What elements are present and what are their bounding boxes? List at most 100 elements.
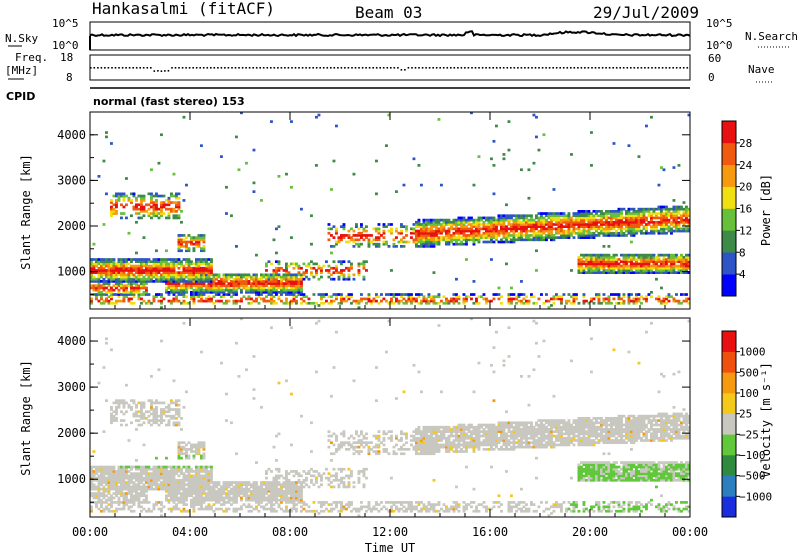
velocity-cell bbox=[130, 399, 133, 403]
power-cell bbox=[182, 266, 186, 270]
power-cell bbox=[252, 284, 256, 288]
velocity-cell bbox=[145, 487, 148, 491]
power-cell bbox=[417, 220, 421, 224]
power-cell bbox=[585, 236, 588, 239]
power-cell bbox=[225, 212, 228, 215]
freq-dot bbox=[305, 67, 307, 69]
velocity-cell bbox=[137, 505, 141, 509]
velocity-cell bbox=[110, 405, 113, 409]
power-cell bbox=[540, 214, 543, 218]
velocity-cell bbox=[177, 414, 181, 418]
velocity-cell bbox=[112, 410, 116, 414]
power-cell bbox=[122, 260, 126, 264]
velocity-cell bbox=[150, 509, 153, 513]
power-cell bbox=[102, 260, 106, 264]
power-cell bbox=[235, 286, 238, 290]
power-cell bbox=[352, 238, 356, 242]
power-cell bbox=[462, 301, 466, 305]
power-cell bbox=[630, 229, 633, 233]
power-cell bbox=[675, 223, 678, 226]
power-cell bbox=[285, 264, 288, 268]
power-cell bbox=[392, 293, 396, 296]
power-cell bbox=[485, 223, 488, 226]
power-cell bbox=[297, 280, 301, 283]
velocity-cell bbox=[110, 421, 113, 425]
power-cell bbox=[140, 199, 143, 202]
power-cell bbox=[540, 229, 543, 233]
velocity-cell bbox=[125, 467, 128, 471]
power-cell bbox=[377, 229, 381, 233]
power-cell bbox=[97, 271, 101, 274]
velocity-cell bbox=[152, 467, 156, 471]
power-cell bbox=[310, 214, 313, 218]
velocity-cell bbox=[182, 405, 186, 409]
power-cell bbox=[140, 277, 143, 281]
velocity-cell bbox=[177, 410, 181, 414]
power-cell bbox=[680, 255, 683, 259]
velocity-cell bbox=[112, 467, 116, 471]
power-cell bbox=[180, 262, 183, 266]
power-cell bbox=[385, 240, 388, 244]
power-cell bbox=[590, 225, 593, 229]
power-cell bbox=[367, 240, 371, 244]
power-cell bbox=[200, 266, 203, 270]
power-cell bbox=[185, 295, 188, 299]
power-cell bbox=[227, 277, 231, 281]
power-cell bbox=[310, 301, 313, 305]
power-cell bbox=[185, 262, 188, 266]
power-cell bbox=[195, 288, 198, 292]
power-cell bbox=[655, 220, 658, 224]
velocity-cell bbox=[167, 423, 171, 427]
velocity-cell bbox=[127, 439, 131, 442]
power-cell bbox=[627, 266, 631, 270]
power-cell bbox=[155, 266, 158, 270]
velocity-cell bbox=[150, 478, 153, 482]
power-cell bbox=[460, 231, 463, 235]
power-cell bbox=[622, 295, 626, 299]
freq-dot bbox=[453, 67, 456, 69]
power-cell bbox=[317, 113, 321, 117]
freq-dot bbox=[322, 67, 325, 69]
power-cell bbox=[657, 183, 661, 187]
velocity-cell bbox=[222, 489, 226, 493]
velocity-cell bbox=[142, 403, 146, 407]
velocity-cell bbox=[127, 403, 131, 407]
velocity-cell bbox=[115, 487, 118, 491]
power-cell bbox=[260, 286, 263, 290]
power-cell bbox=[185, 260, 188, 264]
power-cell bbox=[677, 301, 681, 305]
power-cell bbox=[137, 203, 141, 207]
power-cell bbox=[677, 207, 681, 211]
power-cell bbox=[537, 236, 541, 239]
power-cell bbox=[300, 301, 303, 305]
power-cell bbox=[550, 304, 553, 307]
power-cell bbox=[495, 238, 498, 242]
velocity-cell bbox=[200, 496, 203, 500]
power-cell bbox=[140, 284, 143, 288]
power-cell bbox=[657, 299, 661, 303]
velocity-cell bbox=[177, 470, 181, 473]
power-cell bbox=[607, 220, 611, 224]
freq-dot bbox=[100, 67, 103, 69]
power-cell bbox=[630, 253, 633, 257]
power-cell bbox=[565, 299, 568, 303]
power-cell bbox=[587, 234, 591, 237]
power-cell bbox=[197, 299, 201, 303]
power-cell bbox=[460, 216, 463, 220]
power-cell bbox=[287, 280, 291, 283]
power-cell bbox=[645, 264, 648, 268]
velocity-cell bbox=[177, 498, 181, 502]
power-cell bbox=[160, 260, 163, 264]
velocity-cell bbox=[162, 401, 166, 405]
power-cell bbox=[280, 277, 283, 281]
power-cell bbox=[662, 216, 666, 220]
power-cell bbox=[117, 262, 121, 266]
freq-dot bbox=[644, 67, 646, 69]
velocity-cell bbox=[202, 454, 206, 458]
velocity-cell bbox=[92, 496, 96, 500]
power-cell bbox=[430, 223, 433, 226]
power-cell bbox=[537, 229, 541, 233]
velocity-cell bbox=[205, 498, 208, 502]
velocity-cell bbox=[112, 470, 116, 473]
power-cell bbox=[405, 229, 408, 233]
